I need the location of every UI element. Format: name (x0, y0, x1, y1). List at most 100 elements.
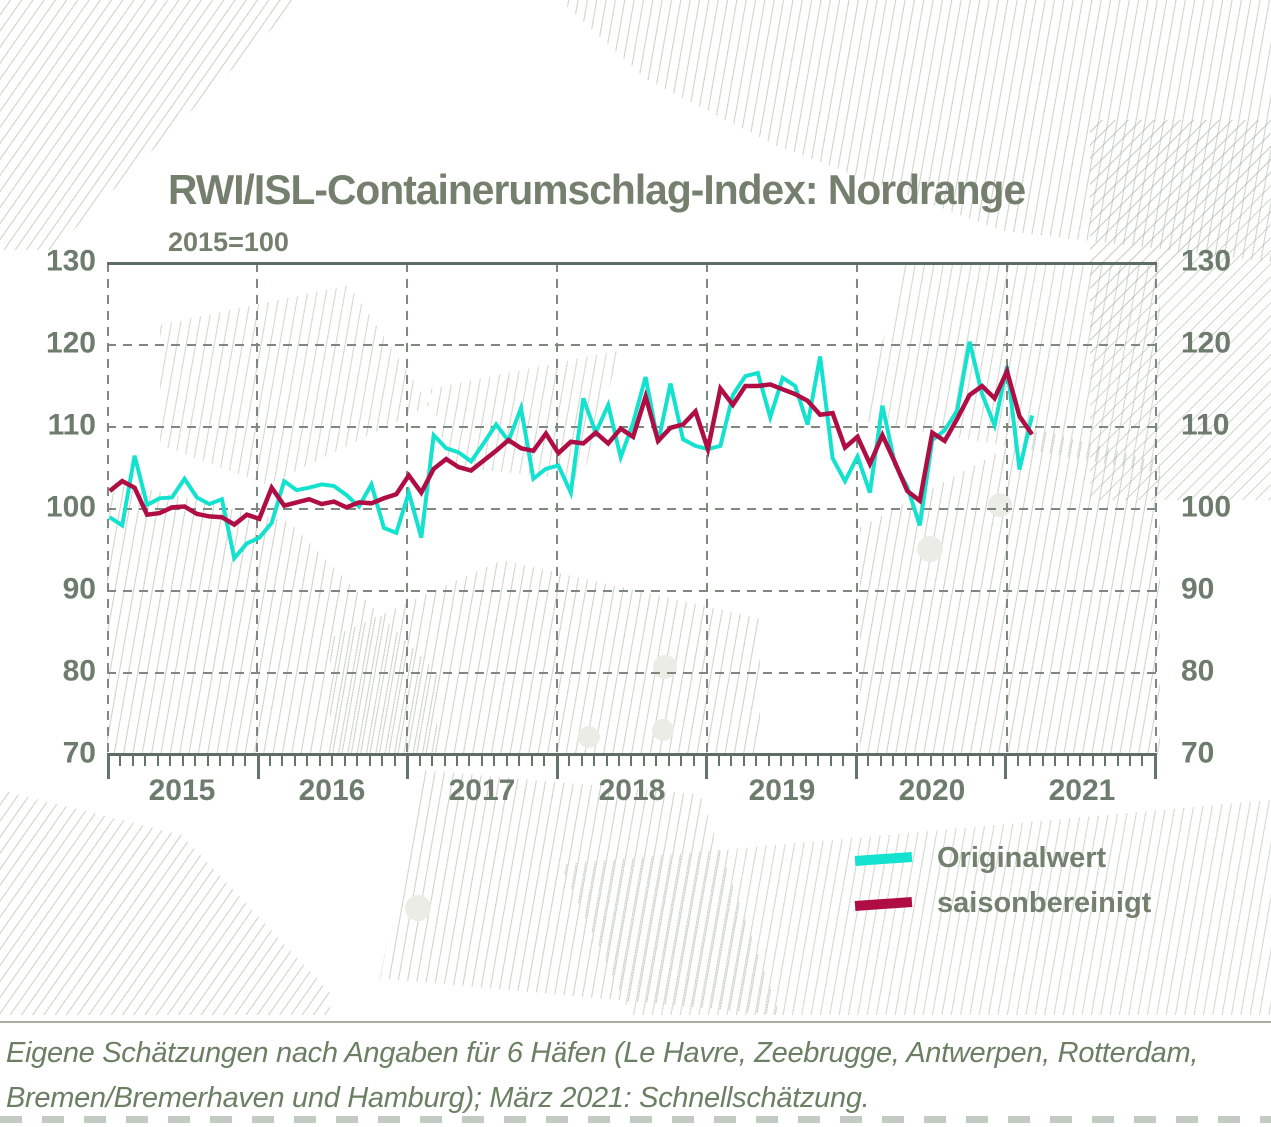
gridline-80 (107, 672, 1157, 674)
hatch-region (560, 800, 1271, 1015)
axis-tick (169, 755, 172, 766)
map-dot (653, 655, 677, 679)
axis-tick (1104, 755, 1107, 766)
axis-tick (954, 755, 957, 766)
axis-tick (642, 755, 645, 766)
caption-separator (0, 1021, 1271, 1023)
axis-tick (530, 755, 533, 766)
axis-tick (991, 755, 994, 766)
axis-tick (580, 755, 583, 766)
axis-tick (455, 755, 458, 766)
gridline-90 (107, 590, 1157, 592)
axis-tick (343, 755, 346, 766)
caption-line: Eigene Schätzungen nach Angaben für 6 Hä… (6, 1037, 1199, 1069)
saisonbereinigt-line-swatch (854, 897, 913, 911)
axis-tick (107, 755, 110, 779)
plot-area (107, 262, 1157, 779)
axis-tick (505, 755, 508, 766)
axis-tick (293, 755, 296, 766)
axis-tick (842, 755, 845, 766)
axis-tick (431, 755, 434, 766)
axis-tick (1041, 755, 1044, 766)
axis-tick (156, 755, 159, 766)
axis-tick (804, 755, 807, 766)
axis-tick (1079, 755, 1082, 766)
axis-tick (630, 755, 633, 766)
axis-tick (705, 755, 709, 779)
axis-tick (256, 755, 260, 779)
axis-tick (829, 755, 832, 766)
x-tick-label: 2016 (298, 774, 366, 807)
axis-tick (144, 755, 147, 766)
legend-label: saisonbereinigt (937, 887, 1152, 919)
axis-tick (966, 755, 969, 766)
axis-tick (942, 755, 945, 766)
x-tick-label: 2019 (748, 774, 816, 807)
hatch-region (0, 790, 330, 1015)
axis-tick (1091, 755, 1094, 766)
axis-tick (1054, 755, 1057, 766)
axis-tick (680, 755, 683, 766)
y-tick-label: 120 (45, 326, 96, 360)
series-line-saisonbereinigt (108, 364, 1034, 528)
axis-tick (281, 755, 284, 766)
x-axis-ticks (107, 755, 1157, 781)
axis-bottom-line (107, 753, 1157, 756)
axis-tick (131, 755, 134, 766)
x-tick-label: 2017 (448, 774, 516, 807)
y-tick-label: 80 (1181, 654, 1215, 688)
bottom-hatch-strip (0, 1116, 1271, 1123)
y-tick-label: 100 (45, 490, 96, 524)
axis-tick (904, 755, 907, 766)
legend-label: Originalwert (937, 842, 1107, 874)
axis-tick (605, 755, 608, 766)
series-line-Originalwert (108, 341, 1034, 563)
axis-tick (730, 755, 733, 766)
y-tick-label: 120 (1181, 326, 1232, 360)
map-dot (578, 726, 600, 748)
map-dot (405, 895, 431, 921)
originalwert-line-swatch (854, 852, 913, 866)
axis-tick (480, 755, 483, 766)
axis-tick (692, 755, 695, 766)
axis-tick (892, 755, 895, 766)
axis-tick (1153, 755, 1157, 779)
axis-tick (518, 755, 521, 766)
axis-tick (792, 755, 795, 766)
axis-tick (717, 755, 720, 766)
axis-tick (194, 755, 197, 766)
axis-tick (742, 755, 745, 766)
y-tick-label: 130 (1181, 244, 1232, 278)
axis-tick (318, 755, 321, 766)
axis-tick (443, 755, 446, 766)
axis-tick (1016, 755, 1019, 766)
axis-tick (1004, 755, 1008, 779)
source-caption: Eigene Schätzungen nach Angaben für 6 Hä… (6, 1031, 1266, 1121)
axis-tick (1116, 755, 1119, 766)
axis-tick (780, 755, 782, 766)
axis-tick (119, 755, 122, 766)
axis-tick (244, 755, 247, 766)
axis-tick (406, 755, 410, 779)
axis-tick (667, 755, 670, 766)
y-tick-label: 110 (1181, 408, 1230, 442)
axis-tick (306, 755, 309, 766)
axis-tick (593, 755, 596, 766)
hatch-region (560, 0, 1271, 262)
axis-tick (181, 755, 184, 766)
axis-top-line (107, 262, 1157, 265)
data-series (108, 341, 1034, 563)
axis-tick (917, 755, 920, 766)
axis-tick (1128, 755, 1131, 766)
y-tick-label: 90 (1181, 572, 1215, 606)
y-tick-label: 130 (45, 244, 96, 278)
axis-tick (543, 755, 546, 766)
axis-tick (1029, 755, 1032, 766)
x-tick-label: 2021 (1048, 774, 1116, 807)
axis-tick (206, 755, 209, 766)
x-tick-label: 2015 (148, 774, 216, 807)
y-tick-label: 100 (1181, 490, 1232, 524)
y-tick-label: 80 (62, 654, 96, 688)
axis-tick (854, 755, 858, 779)
